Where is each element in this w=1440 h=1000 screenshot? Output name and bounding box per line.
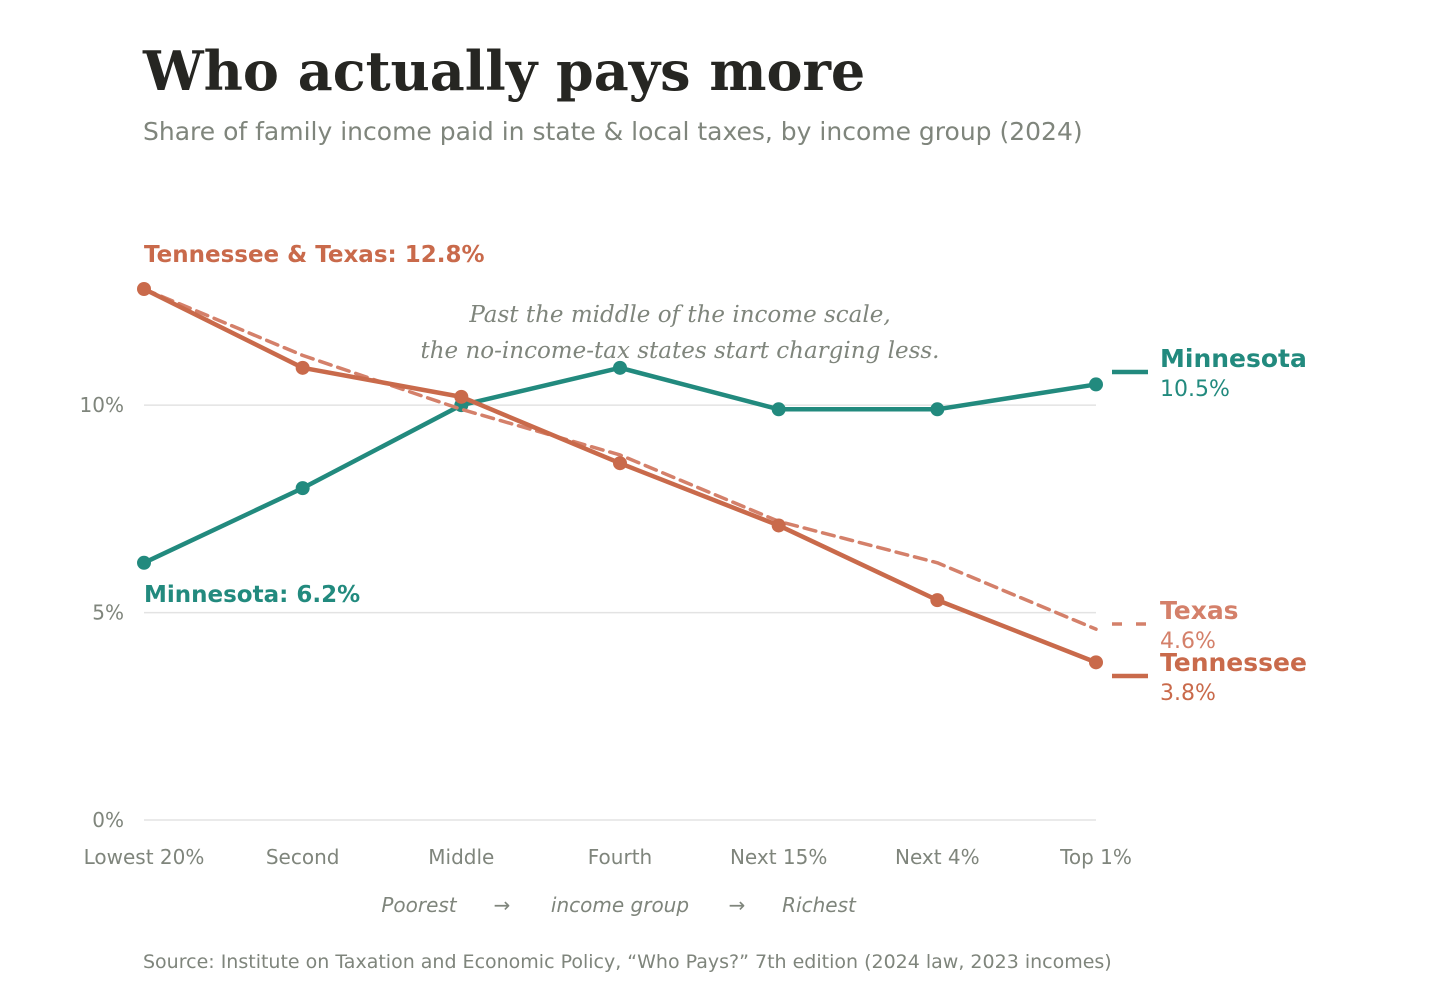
- chart-title: Who actually pays more: [142, 39, 865, 103]
- point-tennessee: [137, 282, 151, 296]
- legend-name-tennessee: Tennessee: [1160, 648, 1307, 677]
- point-minnesota: [771, 402, 786, 417]
- point-minnesota: [930, 402, 945, 417]
- point-tennessee: [613, 456, 627, 471]
- annotation-line-1: Past the middle of the income scale,: [468, 302, 890, 328]
- y-tick-label: 5%: [92, 601, 124, 625]
- x-axis-ticks: Lowest 20% Second Middle Fourth Next 15% Next…: [84, 845, 1132, 869]
- x-tick-label: Fourth: [588, 845, 652, 869]
- x-tick-label: Next 15%: [730, 845, 827, 869]
- point-minnesota: [137, 555, 151, 570]
- x-tick-label: Next 4%: [895, 845, 980, 869]
- annotation-line-2: the no-income-tax states start charging …: [421, 338, 940, 364]
- legend-name-texas: Texas: [1160, 596, 1239, 625]
- x-tick-label: Second: [266, 845, 340, 869]
- point-tennessee: [454, 389, 469, 404]
- legend-value-minnesota: 10.5%: [1160, 377, 1230, 402]
- series-line-texas: [142, 287, 1098, 631]
- callout-tennessee-texas-start: Tennessee & Texas: 12.8%: [144, 242, 485, 268]
- series-lines: [137, 282, 1103, 670]
- point-tennessee: [771, 518, 786, 533]
- point-tennessee: [1089, 655, 1103, 670]
- y-tick-label: 10%: [80, 393, 124, 417]
- legend-name-minnesota: Minnesota: [1160, 344, 1307, 373]
- legend-value-tennessee: 3.8%: [1160, 681, 1216, 706]
- point-minnesota: [613, 360, 627, 375]
- callout-minnesota-start: Minnesota: 6.2%: [144, 582, 360, 608]
- point-minnesota: [295, 481, 310, 496]
- chart-subtitle: Share of family income paid in state & l…: [143, 117, 1083, 146]
- y-tick-label: 0%: [92, 808, 124, 832]
- x-tick-label: Top 1%: [1059, 845, 1132, 869]
- legend-value-texas: 4.6%: [1160, 629, 1216, 654]
- axis-note-arrow-right: →: [729, 893, 746, 917]
- y-axis-ticks: 0% 5% 10%: [80, 393, 124, 832]
- point-tennessee: [295, 360, 310, 375]
- end-legend: Minnesota 10.5% Texas 4.6%Tennessee 3.8%: [1112, 344, 1307, 706]
- axis-note-poorest: Poorest: [381, 893, 457, 917]
- x-tick-label: Lowest 20%: [84, 845, 205, 869]
- axis-note-income-group: income group: [551, 893, 689, 917]
- source-note: Source: Institute on Taxation and Econom…: [143, 951, 1112, 973]
- axis-note-arrow-left: →: [494, 893, 511, 917]
- axis-note-richest: Richest: [782, 893, 857, 917]
- x-tick-label: Middle: [428, 845, 494, 869]
- point-tennessee: [930, 593, 945, 608]
- point-minnesota: [1089, 377, 1103, 392]
